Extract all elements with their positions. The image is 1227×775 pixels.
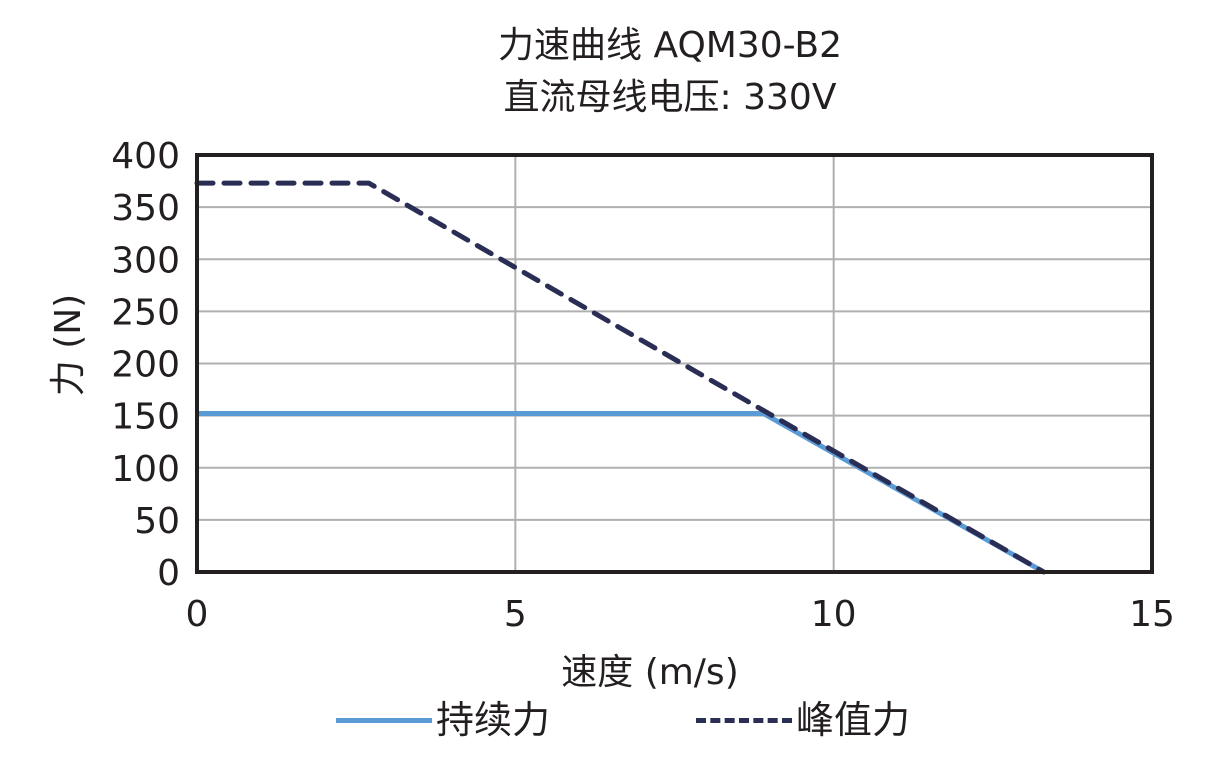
series-lines <box>194 180 1047 575</box>
series-peak-force <box>194 180 1047 575</box>
plot-frame <box>195 153 1154 574</box>
x-tick-label: 15 <box>1129 594 1175 635</box>
y-tick-label: 250 <box>111 292 180 333</box>
y-tick-label: 100 <box>111 449 180 490</box>
y-tick-label: 0 <box>157 553 180 594</box>
legend-swatch-peak <box>696 717 792 723</box>
x-axis-label: 速度 (m/s) <box>561 652 739 693</box>
legend: 峰值力 <box>696 692 910 748</box>
legend: 持续力 <box>336 692 550 748</box>
x-tick-label: 0 <box>186 594 209 635</box>
y-tick-label: 200 <box>111 345 180 386</box>
x-tick-label: 5 <box>504 594 527 635</box>
x-tick-label: 10 <box>811 594 857 635</box>
y-tick-label: 50 <box>134 501 180 542</box>
y-tick-label: 150 <box>111 397 180 438</box>
y-tick-label: 400 <box>111 136 180 177</box>
chart-title: 力速曲线 AQM30-B2 <box>498 25 842 66</box>
chart-subtitle: 直流母线电压: 330V <box>503 77 837 118</box>
series-continuous-force <box>197 411 1045 575</box>
y-axis-label: 力 (N) <box>48 294 89 396</box>
y-tick-label: 300 <box>111 240 180 281</box>
legend-label-continuous: 持续力 <box>436 698 551 742</box>
y-axis-ticks: 0 50 100 150 200 250 300 350 400 <box>111 136 180 594</box>
legend-swatch-continuous <box>336 717 432 723</box>
x-axis-ticks: 0 5 10 15 <box>186 594 1175 635</box>
legend-label-peak: 峰值力 <box>796 698 911 742</box>
y-tick-label: 350 <box>111 188 180 229</box>
grid-lines <box>196 154 1153 573</box>
